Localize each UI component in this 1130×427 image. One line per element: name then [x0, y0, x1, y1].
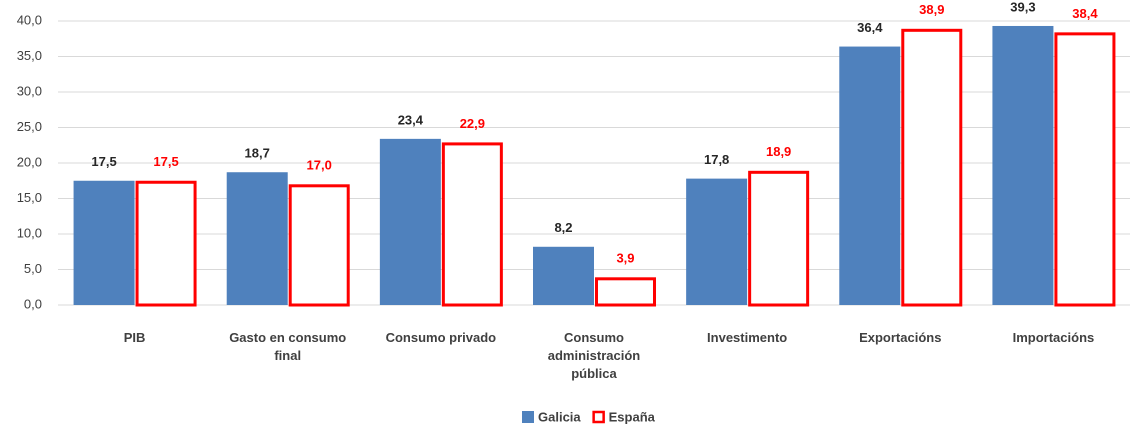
- data-label: 38,9: [919, 2, 944, 17]
- y-tick-label: 35,0: [17, 48, 42, 63]
- data-label: 17,8: [704, 152, 729, 167]
- bar: [135, 180, 197, 307]
- bar: [839, 46, 901, 306]
- legend-swatch: [522, 411, 534, 423]
- x-tick-label: Consumo privado: [385, 330, 497, 345]
- data-label: 17,5: [153, 154, 178, 169]
- bar: [379, 138, 441, 305]
- bar: [595, 277, 656, 307]
- x-tick-label: Importacións: [1012, 330, 1095, 345]
- bar: [533, 246, 594, 305]
- y-tick-label: 40,0: [17, 12, 42, 27]
- bar: [1054, 32, 1116, 307]
- legend-swatch: [592, 410, 605, 424]
- y-tick-label: 20,0: [17, 154, 42, 169]
- y-tick-label: 25,0: [17, 119, 42, 134]
- data-label: 36,4: [857, 20, 883, 35]
- data-label: 17,0: [307, 158, 332, 173]
- x-tick-label: PIB: [123, 330, 146, 345]
- data-label: 8,2: [554, 220, 572, 235]
- x-tick-label: Exportacións: [859, 330, 942, 345]
- y-tick-label: 10,0: [17, 225, 42, 240]
- data-label: 18,7: [245, 146, 270, 161]
- y-tick-label: 15,0: [17, 190, 42, 205]
- legend-label: España: [609, 409, 656, 424]
- y-tick-label: 0,0: [24, 296, 42, 311]
- y-tick-label: 5,0: [24, 261, 42, 276]
- bar: [73, 180, 135, 305]
- x-tick-label: Investimento: [707, 330, 788, 345]
- x-tick-label: Consumo administración pública: [547, 330, 641, 381]
- data-label: 39,3: [1010, 0, 1035, 14]
- data-label: 22,9: [460, 116, 485, 131]
- data-label: 23,4: [398, 112, 424, 127]
- x-tick-label: Gasto en consumo final: [229, 330, 347, 363]
- bar: [226, 172, 288, 305]
- bar: [441, 142, 503, 307]
- legend-label: Galicia: [538, 409, 581, 424]
- bar: [748, 170, 810, 307]
- bar: [686, 178, 748, 305]
- data-label: 38,4: [1072, 6, 1098, 21]
- data-label: 17,5: [91, 154, 116, 169]
- y-tick-label: 30,0: [17, 83, 42, 98]
- bar: [288, 184, 350, 307]
- bar: [992, 25, 1054, 305]
- data-label: 18,9: [766, 144, 791, 159]
- data-label: 3,9: [616, 251, 634, 266]
- bar: [901, 28, 963, 307]
